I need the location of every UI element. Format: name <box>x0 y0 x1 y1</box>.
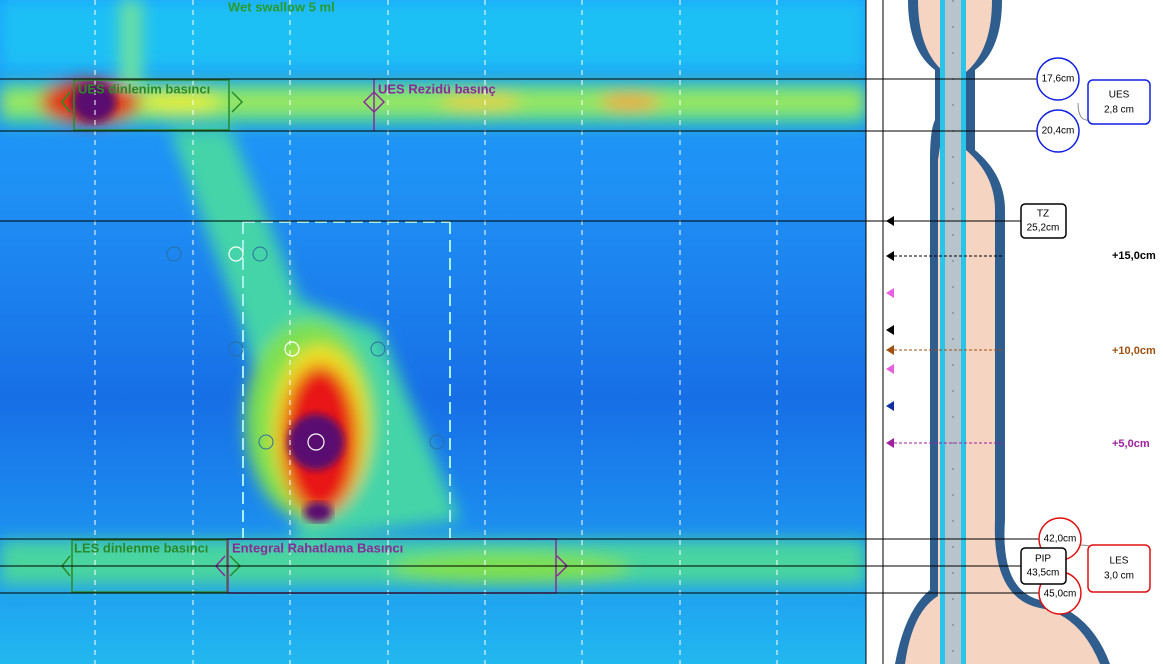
manometry-screen: Wet swallow 5 ml UES dinlenim basıncı UE… <box>0 0 1163 664</box>
ues-name: UES <box>1109 90 1130 101</box>
les-length: 3,0 cm <box>1104 571 1134 582</box>
heatmap-g-ellipse <box>390 552 630 584</box>
markers-path <box>886 345 894 355</box>
markers-path <box>886 438 894 448</box>
ues-labels-rect <box>1088 80 1150 124</box>
markers-path <box>886 364 894 374</box>
les-labels-rect <box>1088 545 1150 592</box>
heatmap-ellipse <box>288 414 344 470</box>
markers-path <box>886 216 894 226</box>
heatmap-ellipse <box>304 502 332 522</box>
markers-path <box>886 401 894 411</box>
heatmap-g-ellipse <box>440 95 520 109</box>
esophagus-rect <box>945 0 961 664</box>
position-label: 20,4cm <box>1042 126 1075 137</box>
esophagus-path <box>895 0 1110 664</box>
position-label: 42,0cm <box>1044 534 1077 545</box>
page: Wet swallow 5 ml UES dinlenim basıncı UE… <box>0 0 1163 664</box>
tz-position: 25,2cm <box>1027 223 1060 234</box>
title: Wet swallow 5 ml <box>228 0 335 14</box>
tz-label: TZ 25,2cm <box>1021 204 1066 238</box>
region-label: LES dinlenme basıncı <box>74 540 208 555</box>
esophagus <box>895 0 1110 664</box>
marker-label: +10,0cm <box>1112 345 1156 357</box>
markers-path <box>886 325 894 335</box>
tz-name: TZ <box>1037 209 1049 220</box>
region-label: Entegral Rahatlama Basıncı <box>232 540 403 555</box>
markers-path <box>886 288 894 298</box>
region-label: UES dinlenim basıncı <box>78 81 210 96</box>
region-label: UES Rezidü basınç <box>378 81 496 96</box>
position-label: 45,0cm <box>1044 589 1077 600</box>
marker-label: +15,0cm <box>1112 250 1156 262</box>
heatmap: Wet swallow 5 ml UES dinlenim basıncı UE… <box>0 0 866 664</box>
les-labels: 42,0cm 45,0cm PIP 43,5cm LES 3,0 cm <box>1021 518 1150 614</box>
pip-position: 43,5cm <box>1027 568 1060 579</box>
pip-name: PIP <box>1035 554 1051 565</box>
heatmap-g-ellipse <box>600 95 660 109</box>
markers: +15,0cm +10,0cm +5,0cm <box>886 216 1156 450</box>
heatmap-g-rect <box>120 0 142 90</box>
markers-path <box>886 251 894 261</box>
ues-labels: 17,6cm 20,4cm UES 2,8 cm <box>1037 58 1150 152</box>
position-label: 17,6cm <box>1042 74 1075 85</box>
ues-length: 2,8 cm <box>1104 105 1134 116</box>
les-name: LES <box>1110 556 1129 567</box>
marker-label: +5,0cm <box>1112 438 1150 450</box>
